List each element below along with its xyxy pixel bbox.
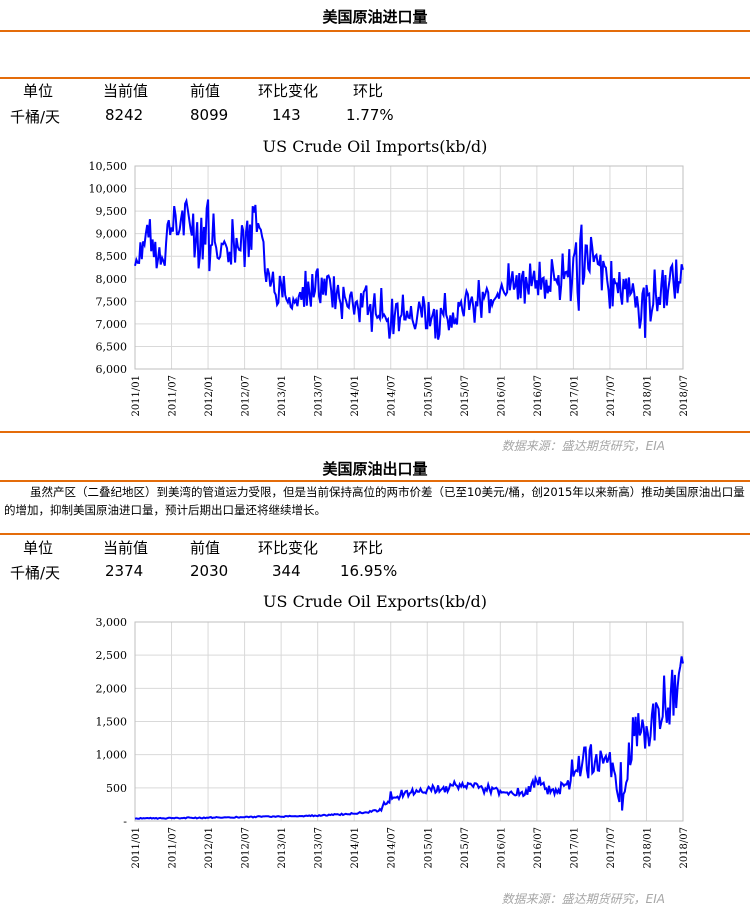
x-tick-label: 2015/07 xyxy=(460,827,471,869)
y-tick-label: 500 xyxy=(106,782,127,795)
y-tick-label: 9,000 xyxy=(96,228,128,241)
x-tick-label: 2011/01 xyxy=(131,827,142,869)
y-tick-label: 1,500 xyxy=(96,716,128,729)
x-tick-label: 2017/01 xyxy=(569,827,580,869)
divider xyxy=(0,77,750,79)
exports-section-title: 美国原油出口量 xyxy=(322,460,428,478)
x-tick-label: 2016/07 xyxy=(533,375,544,417)
imports-section-title: 美国原油进口量 xyxy=(322,8,428,26)
stats-value-previous: 2030 xyxy=(190,562,229,580)
stats-value-previous: 8099 xyxy=(190,106,229,124)
x-tick-label: 2014/01 xyxy=(350,827,361,869)
x-tick-label: 2015/01 xyxy=(423,375,434,417)
y-tick-label: 2,000 xyxy=(96,682,128,695)
x-tick-label: 2011/01 xyxy=(131,375,142,417)
x-tick-label: 2012/01 xyxy=(204,375,215,417)
stats-header-pct: 环比 xyxy=(353,82,384,100)
x-tick-label: 2013/01 xyxy=(277,827,288,869)
x-tick-label: 2017/07 xyxy=(606,375,617,417)
y-tick-label: 6,000 xyxy=(96,363,128,376)
imports-chart-title: US Crude Oil Imports(kb/d) xyxy=(262,137,488,156)
stats-value-unit: 千桶/天 xyxy=(10,564,61,582)
stats-header-unit: 单位 xyxy=(23,82,54,100)
stats-value-change: 344 xyxy=(272,562,301,580)
y-tick-label: 7,500 xyxy=(96,295,128,308)
plot-area-border xyxy=(134,621,684,822)
stats-header-previous: 前值 xyxy=(190,539,221,557)
x-tick-label: 2015/07 xyxy=(460,375,471,417)
imports-chart: 6,000 6,500 7,000 7,500 8,000 8,500 9,000 9,500… xyxy=(89,160,691,417)
divider xyxy=(0,431,750,433)
x-tick-label: 2014/07 xyxy=(387,827,398,869)
x-tick-label: 2011/07 xyxy=(168,827,179,869)
x-tick-label: 2012/07 xyxy=(241,827,252,869)
stats-value-pct: 16.95% xyxy=(340,562,398,580)
y-tick-label: 8,000 xyxy=(96,273,128,286)
y-tick-label: 2,500 xyxy=(96,649,128,662)
y-tick-label: 8,500 xyxy=(96,250,128,263)
stats-value-current: 2374 xyxy=(105,562,144,580)
divider xyxy=(0,30,750,32)
series-line xyxy=(134,656,684,820)
stats-header-pct: 环比 xyxy=(353,539,384,557)
divider xyxy=(0,480,750,482)
y-tick-label: 1,000 xyxy=(96,749,128,762)
x-tick-label: 2018/07 xyxy=(679,827,690,869)
x-tick-label: 2017/07 xyxy=(606,827,617,869)
divider xyxy=(0,533,750,535)
y-tick-label: 9,500 xyxy=(96,205,128,218)
x-tick-label: 2018/01 xyxy=(642,827,653,869)
stats-value-change: 143 xyxy=(272,106,301,124)
stats-header-change: 环比变化 xyxy=(258,82,319,100)
stats-header-current: 当前值 xyxy=(103,539,149,557)
y-tick-label: 10,000 xyxy=(89,183,128,196)
x-tick-label: 2018/07 xyxy=(679,375,690,417)
stats-header-current: 当前值 xyxy=(103,82,149,100)
x-tick-label: 2016/01 xyxy=(496,827,507,869)
x-tick-label: 2016/07 xyxy=(533,827,544,869)
stats-value-unit: 千桶/天 xyxy=(10,108,61,126)
y-tick-label: 10,500 xyxy=(89,160,128,173)
x-tick-label: 2012/07 xyxy=(241,375,252,417)
y-tick-label: 3,000 xyxy=(96,616,128,629)
x-tick-label: 2011/07 xyxy=(168,375,179,417)
x-tick-label: 2014/01 xyxy=(350,375,361,417)
stats-value-current: 8242 xyxy=(105,106,144,124)
y-tick-label: 6,500 xyxy=(96,340,128,353)
x-tick-label: 2013/07 xyxy=(314,375,325,417)
exports-commentary: 虽然产区（二叠纪地区）到美湾的管道运力受限，但是当前保持高位的两市价差（已至10… xyxy=(4,485,745,517)
stats-value-pct: 1.77% xyxy=(346,106,394,124)
x-tick-label: 2015/01 xyxy=(423,827,434,869)
x-tick-label: 2018/01 xyxy=(642,375,653,417)
exports-source-note: 数据来源：盛达期货研究，EIA xyxy=(501,892,665,906)
x-tick-label: 2014/07 xyxy=(387,375,398,417)
imports-source-note: 数据来源：盛达期货研究，EIA xyxy=(501,439,665,453)
x-tick-label: 2013/07 xyxy=(314,827,325,869)
stats-header-change: 环比变化 xyxy=(258,539,319,557)
stats-header-unit: 单位 xyxy=(23,539,54,557)
x-tick-label: 2013/01 xyxy=(277,375,288,417)
y-tick-label: 7,000 xyxy=(96,318,128,331)
x-tick-label: 2012/01 xyxy=(204,827,215,869)
y-tick-label: - xyxy=(123,815,127,828)
exports-chart-title: US Crude Oil Exports(kb/d) xyxy=(263,592,487,611)
stats-header-previous: 前值 xyxy=(190,82,221,100)
series-line xyxy=(134,197,684,340)
x-tick-label: 2016/01 xyxy=(496,375,507,417)
x-tick-label: 2017/01 xyxy=(569,375,580,417)
